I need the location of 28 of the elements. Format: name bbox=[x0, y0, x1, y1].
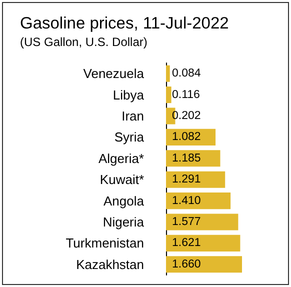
data-label: 1.082 bbox=[172, 131, 201, 144]
data-label: 1.660 bbox=[172, 258, 201, 270]
y-tick-label: Iran bbox=[122, 108, 144, 124]
data-label: 1.621 bbox=[172, 237, 201, 250]
bar bbox=[166, 171, 226, 188]
y-tick-label: Kuwait* bbox=[100, 172, 144, 188]
bar bbox=[166, 214, 238, 230]
data-label: 1.410 bbox=[172, 194, 201, 207]
chart-title: Gasoline prices, 11-Jul-2022 bbox=[20, 14, 229, 32]
data-label: 0.116 bbox=[172, 88, 200, 101]
y-tick-label: Nigeria bbox=[102, 214, 145, 230]
y-tick-label: Kazakhstan bbox=[76, 256, 144, 272]
y-tick-label: Venezuela bbox=[83, 66, 145, 82]
y-tick-label: Libya bbox=[112, 87, 145, 102]
y-tick-label: Angola bbox=[104, 193, 145, 208]
bar bbox=[166, 256, 242, 273]
y-tick-label: Algeria* bbox=[98, 150, 144, 166]
bar bbox=[166, 86, 172, 104]
bar bbox=[166, 192, 231, 210]
data-label: 1.577 bbox=[172, 216, 201, 228]
data-label: 1.291 bbox=[172, 174, 201, 186]
data-label: 1.185 bbox=[172, 152, 201, 164]
y-tick-label: Syria bbox=[114, 130, 145, 145]
bar bbox=[166, 234, 240, 252]
y-tick-label: Turkmenistan bbox=[66, 236, 144, 251]
bar bbox=[166, 65, 170, 82]
data-label: 0.084 bbox=[172, 68, 202, 80]
chart-subtitle: (US Gallon, U.S. Dollar) bbox=[20, 35, 148, 49]
